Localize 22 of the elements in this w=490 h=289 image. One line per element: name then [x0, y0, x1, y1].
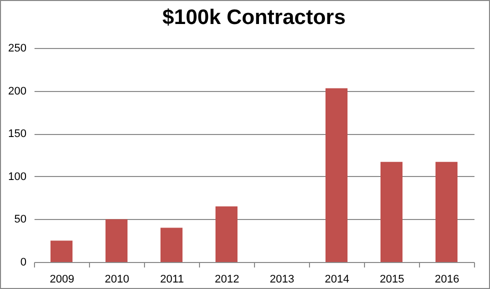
bar: [326, 88, 348, 262]
x-tick-label: 2010: [104, 274, 130, 286]
bar: [50, 240, 72, 262]
x-tick-label: 2013: [270, 274, 294, 286]
x-tick-label: 2009: [50, 274, 74, 286]
y-tick-label: 0: [20, 256, 26, 268]
y-tick-label: 250: [8, 42, 26, 54]
bar: [380, 162, 402, 262]
y-tick-label: 50: [14, 214, 26, 226]
bar: [106, 219, 128, 262]
x-tick-label: 2015: [380, 274, 404, 286]
bar: [436, 162, 458, 262]
bar: [216, 206, 238, 262]
bar: [160, 228, 182, 262]
y-tick-label: 100: [8, 170, 26, 183]
y-tick-label: 200: [8, 85, 26, 98]
x-tick-label: 2011: [160, 274, 184, 286]
x-tick-label: 2012: [214, 274, 240, 286]
x-tick-label: 2016: [434, 274, 460, 286]
y-tick-label: 150: [8, 128, 26, 140]
x-tick-label: 2014: [324, 274, 350, 286]
chart-title: $100k Contractors: [162, 6, 346, 29]
